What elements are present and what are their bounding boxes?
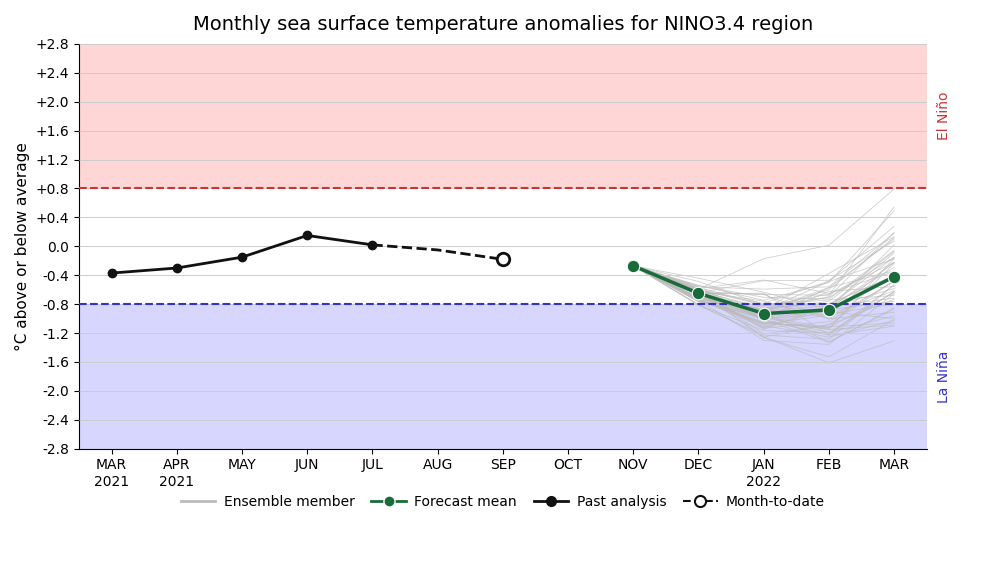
Title: Monthly sea surface temperature anomalies for NINO3.4 region: Monthly sea surface temperature anomalie… [193, 15, 813, 34]
Text: El Niño: El Niño [937, 92, 951, 140]
Text: La Niña: La Niña [937, 350, 951, 402]
Legend: Ensemble member, Forecast mean, Past analysis, Month-to-date: Ensemble member, Forecast mean, Past ana… [175, 490, 831, 515]
Bar [79, 304, 927, 449]
Y-axis label: °C above or below average: °C above or below average [15, 142, 30, 351]
Bar [79, 44, 927, 189]
